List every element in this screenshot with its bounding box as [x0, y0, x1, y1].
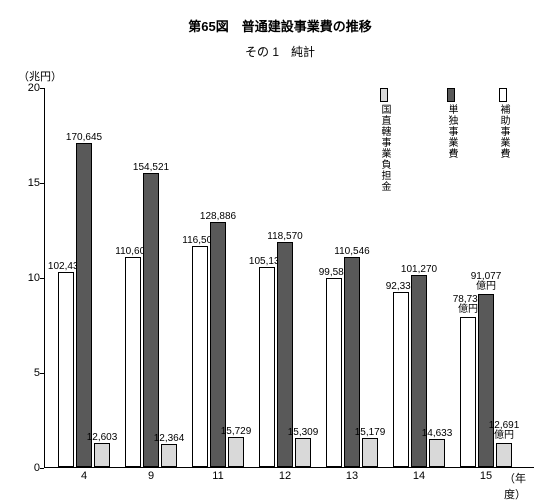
x-axis: [44, 467, 534, 468]
legend-item: 単独事業費: [426, 88, 476, 192]
bar-dark: [76, 143, 92, 467]
bar-white: [460, 317, 476, 467]
bar-light: [161, 444, 177, 467]
bar-light: [295, 438, 311, 467]
y-tick-label: 10: [10, 272, 40, 284]
y-tick-label: 5: [10, 367, 40, 379]
bar-white: [393, 292, 409, 467]
x-tick-label: 12: [279, 470, 291, 482]
bar-label: 12,603: [87, 432, 118, 443]
bar-white: [326, 278, 342, 467]
bar-light: [362, 438, 378, 467]
y-tick: [40, 468, 44, 469]
x-axis-title: （年度）: [504, 470, 534, 502]
bar-white: [58, 272, 74, 467]
bar-dark: [478, 294, 494, 467]
y-tick-label: 0: [10, 462, 40, 474]
y-tick: [40, 88, 44, 89]
legend-label: 国直轄事業負担金: [379, 104, 389, 192]
bar-label: 118,570: [267, 231, 302, 242]
y-axis: [44, 88, 45, 468]
bar-light: [94, 443, 110, 467]
x-tick-label: 11: [212, 470, 223, 482]
y-tick: [40, 183, 44, 184]
bar-white: [192, 246, 208, 467]
bar-label: 110,546: [334, 246, 369, 257]
legend-swatch: [447, 88, 455, 102]
legend-item: 補助事業費: [478, 88, 528, 192]
bar-label: 170,645: [66, 132, 102, 143]
bar-label: 154,521: [133, 162, 169, 173]
bar-label: 14,633: [422, 428, 453, 439]
legend-label: 単独事業費: [446, 104, 456, 159]
y-tick: [40, 278, 44, 279]
legend-item: 国直轄事業負担金: [344, 88, 424, 192]
bar-label: 15,179: [355, 427, 386, 438]
x-tick-label: 9: [148, 470, 154, 482]
bar-light: [228, 437, 244, 467]
bar-label: 128,886: [200, 211, 236, 222]
legend-swatch: [380, 88, 388, 102]
bar-label: 15,729: [221, 426, 252, 437]
x-tick-label: 13: [346, 470, 358, 482]
bar-light: [429, 439, 445, 467]
bar-label: 12,691億円: [489, 420, 520, 441]
y-tick-label: 20: [10, 82, 40, 94]
x-tick-label: 4: [81, 470, 87, 482]
bar-label: 12,364: [154, 433, 185, 444]
bar-white: [259, 267, 275, 467]
legend-label: 補助事業費: [498, 104, 508, 159]
bar-dark: [143, 173, 159, 467]
bar-light: [496, 443, 512, 467]
legend: 国直轄事業負担金 単独事業費 補助事業費: [342, 88, 528, 192]
y-tick-label: 15: [10, 177, 40, 189]
x-tick-label: 14: [413, 470, 425, 482]
bar-label: 91,077億円: [471, 271, 502, 292]
bar-white: [125, 257, 141, 467]
bar-label: 101,270: [401, 264, 437, 275]
x-tick-label: 15: [480, 470, 492, 482]
chart-subtitle: その 1 純計: [0, 35, 560, 60]
legend-swatch: [499, 88, 507, 102]
bar-label: 15,309: [288, 427, 319, 438]
chart-area: 05101520 102,436170,64512,603110,607154,…: [44, 88, 534, 468]
y-tick: [40, 373, 44, 374]
chart-title: 第65図 普通建設事業費の推移: [0, 0, 560, 35]
